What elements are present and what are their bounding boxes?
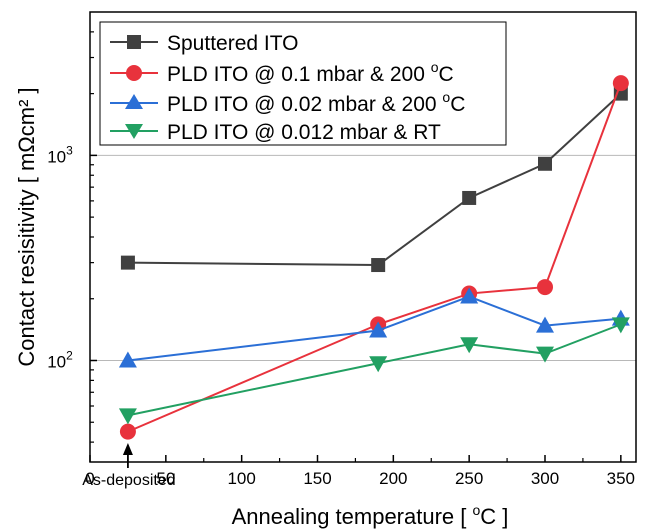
as-deposited-arrowhead: [122, 443, 133, 455]
legend-item-pld-0.02mbar: PLD ITO @ 0.02 mbar & 200 oC: [110, 89, 465, 116]
x-tick-label: 100: [227, 469, 255, 488]
y-tick-label: 103: [47, 143, 73, 166]
data-point-triangle-up: [369, 321, 388, 338]
x-tick-label: 0: [85, 469, 94, 488]
legend-label: PLD ITO @ 0.02 mbar & 200 oC: [167, 89, 465, 116]
series-line: [127, 323, 622, 417]
x-tick-label: 300: [531, 469, 559, 488]
series-layer: [118, 75, 630, 440]
x-tick-label: 150: [303, 469, 331, 488]
legend-item-pld-0.1mbar: PLD ITO @ 0.1 mbar & 200 oC: [110, 59, 454, 86]
legend-box: [99, 21, 507, 146]
data-point-square: [538, 156, 552, 171]
legend-circle-marker: [126, 65, 142, 81]
data-point-square: [120, 255, 135, 270]
legend-label: Sputtered ITO: [167, 32, 299, 55]
legend-item-sputtered: Sputtered ITO: [110, 32, 299, 55]
data-point-triangle-up: [460, 287, 479, 304]
data-point-triangle-down: [611, 317, 630, 334]
data-point-square: [371, 258, 386, 273]
axes: 0 50 100 150 200 250 300 350 102 103: [47, 31, 635, 488]
as-deposited-annotation: As-deposited: [82, 443, 176, 489]
as-deposited-label: As-deposited: [82, 472, 175, 489]
legend-label: PLD ITO @ 0.012 mbar & RT: [167, 121, 441, 144]
legend-label: PLD ITO @ 0.1 mbar & 200 oC: [167, 59, 454, 86]
x-tick-label: 350: [607, 469, 635, 488]
legend-triangle-up-marker: [125, 94, 143, 109]
data-point-circle: [537, 279, 553, 296]
x-tick-label: 250: [455, 469, 483, 488]
y-axis-label: Contact resisitivity [ mΩcm² ]: [14, 87, 39, 366]
data-point-circle: [612, 75, 629, 92]
y-tick-label: 102: [47, 348, 73, 371]
data-point-triangle-down: [369, 356, 388, 373]
series-3: [118, 317, 630, 425]
data-point-triangle-up: [118, 351, 137, 368]
data-point-square: [462, 190, 477, 205]
grid-lines: [90, 154, 636, 361]
legend: Sputtered ITO PLD ITO @ 0.1 mbar & 200 o…: [99, 21, 507, 146]
legend-square-marker: [127, 35, 141, 49]
x-tick-label: 50: [156, 469, 175, 488]
x-axis-label: Annealing temperature [ oC ]: [232, 502, 509, 529]
data-point-triangle-up: [536, 316, 554, 333]
data-point-triangle-down: [536, 346, 554, 363]
data-point-circle: [119, 423, 136, 440]
legend-triangle-down-marker: [125, 124, 143, 139]
x-tick-label: 200: [379, 469, 407, 488]
legend-item-pld-0.012mbar: PLD ITO @ 0.012 mbar & RT: [110, 121, 441, 144]
data-point-triangle-down: [460, 337, 479, 354]
data-point-triangle-down: [118, 408, 137, 425]
